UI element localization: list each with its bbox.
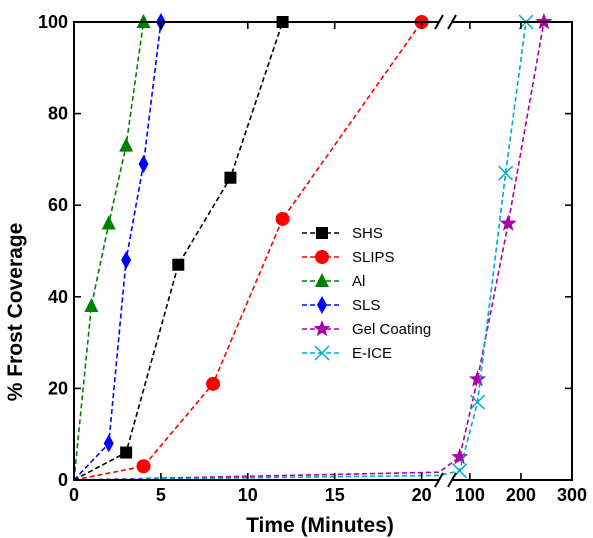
x-tick-label: 5: [156, 485, 166, 505]
legend-item: Al: [302, 273, 365, 290]
series-line: [73, 21, 145, 481]
series-slips: [73, 15, 429, 481]
legend-label: E-ICE: [352, 345, 392, 362]
data-point: [499, 214, 517, 231]
x-tick-label: 100: [455, 485, 485, 505]
series-sls: [73, 13, 166, 481]
legend-marker: [315, 273, 329, 287]
y-tick-label: 60: [48, 195, 68, 215]
legend-item: SLIPS: [302, 249, 395, 266]
data-point: [275, 211, 290, 226]
data-point: [469, 370, 487, 387]
series-al: [73, 14, 151, 481]
data-point: [470, 394, 486, 410]
legend-item: SHS: [302, 225, 383, 242]
x-tick-label: 0: [69, 485, 79, 505]
legend-marker: [316, 227, 328, 239]
data-point: [84, 297, 99, 312]
left-panel-frame: [73, 21, 439, 481]
series-line: [73, 21, 545, 481]
data-point: [498, 165, 514, 181]
axes: 0 20 40 60 80 100 0 5 10 15 20 100 200 300: [38, 12, 587, 505]
axis-break-mark: [434, 14, 444, 30]
y-tick-label: 100: [38, 12, 68, 32]
legend: SHS SLIPS Al SLS Gel Coating E-ICE: [302, 225, 431, 362]
legend-label: SLS: [352, 297, 380, 314]
series-line: [73, 21, 284, 481]
series-line: [73, 21, 527, 481]
data-point: [138, 154, 149, 173]
y-axis-title: % Frost Coverage: [4, 223, 27, 402]
legend-item: E-ICE: [302, 345, 392, 362]
legend-label: Al: [352, 273, 365, 290]
data-point: [206, 376, 221, 391]
data-point: [451, 448, 469, 465]
data-point: [101, 215, 116, 230]
legend-item: SLS: [302, 296, 380, 314]
axis-break-mark: [434, 472, 444, 488]
y-tick-label: 0: [58, 470, 68, 490]
legend-marker: [317, 296, 327, 314]
right-panel-frame: [452, 21, 573, 481]
legend-label: SHS: [352, 225, 383, 242]
legend-item: Gel Coating: [302, 320, 431, 338]
legend-label: SLIPS: [352, 249, 395, 266]
x-tick-label: 200: [506, 485, 536, 505]
series-e-ice: [73, 14, 534, 481]
x-tick-label: 10: [238, 485, 258, 505]
legend-label: Gel Coating: [352, 321, 431, 338]
data-point: [119, 137, 134, 152]
data-point: [120, 446, 133, 459]
x-tick-label: 300: [557, 485, 587, 505]
data-point: [136, 459, 151, 474]
series-line: [73, 21, 162, 481]
y-tick-label: 20: [48, 378, 68, 398]
legend-marker: [315, 250, 329, 264]
axis-break-mark: [447, 14, 457, 30]
data-point: [103, 434, 114, 453]
x-axis-title: Time (Minutes): [246, 514, 394, 537]
x-tick-label: 15: [325, 485, 345, 505]
y-tick-label: 40: [48, 287, 68, 307]
series-shs: [73, 16, 289, 481]
data-point: [172, 258, 185, 271]
data-point: [121, 251, 132, 270]
axis-break-mark: [447, 472, 457, 488]
y-tick-label: 80: [48, 104, 68, 124]
data-point: [224, 171, 237, 184]
legend-marker: [313, 320, 331, 337]
x-tick-label: 20: [412, 485, 432, 505]
legend-marker: [314, 345, 330, 361]
series-group: [73, 13, 553, 481]
series-gel-coating: [73, 13, 553, 481]
